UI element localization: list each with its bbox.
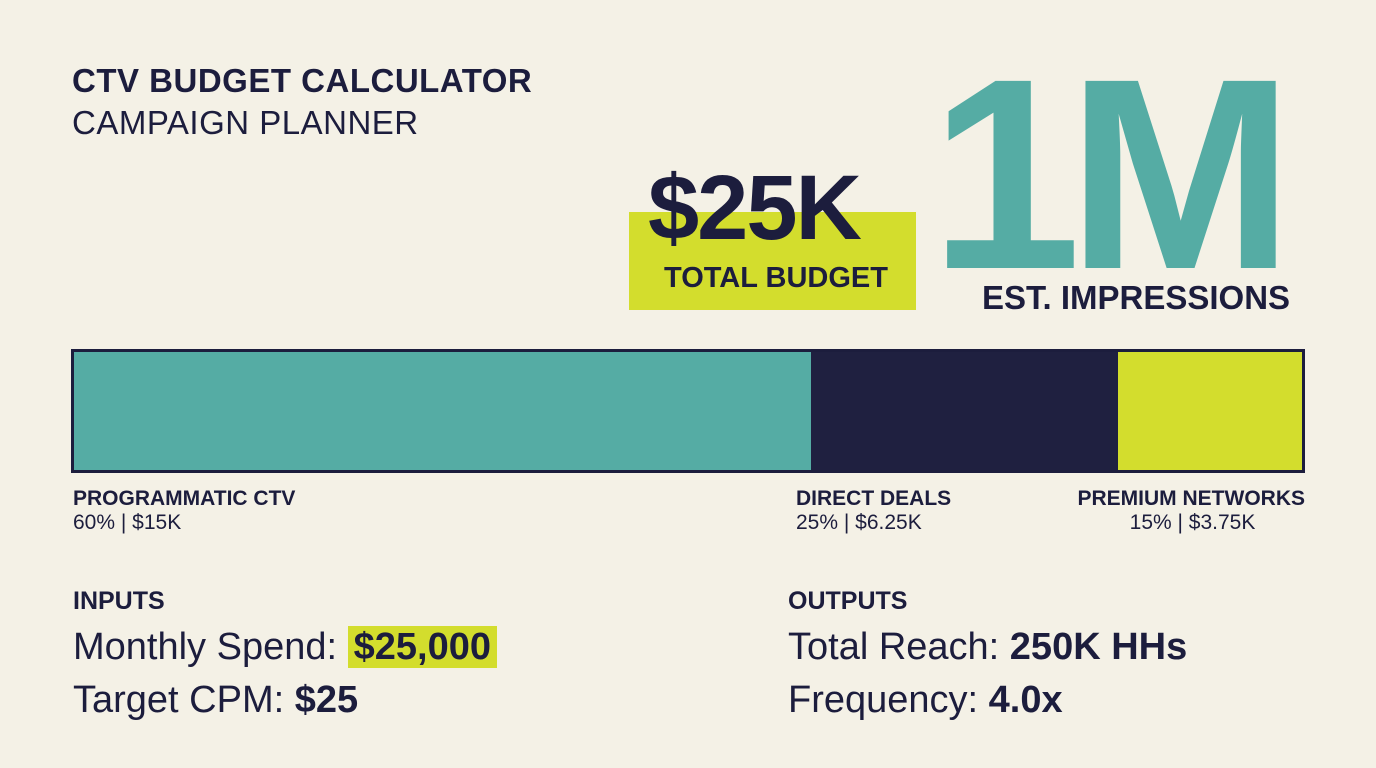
monthly-spend-row: Monthly Spend: $25,000 <box>73 626 497 669</box>
segment-detail: 15% | $3.75K <box>1129 511 1256 534</box>
segment-premium-networks <box>1117 352 1302 470</box>
page-title: CTV BUDGET CALCULATOR <box>72 62 533 99</box>
segment-name: PREMIUM NETWORKS <box>1077 487 1306 510</box>
segment-direct-deals <box>810 352 1118 470</box>
total-reach-label: Total Reach: <box>788 626 1000 668</box>
page-subtitle: CAMPAIGN PLANNER <box>72 104 419 141</box>
segment-detail: 60% | $15K <box>73 511 182 534</box>
budget-allocation-bar <box>71 349 1305 473</box>
target-cpm-row: Target CPM: $25 <box>73 679 358 722</box>
segment-detail: 25% | $6.25K <box>796 511 922 534</box>
segment-name: PROGRAMMATIC CTV <box>73 487 296 510</box>
total-reach-value: 250K HHs <box>1009 626 1188 668</box>
segment-programmatic-ctv <box>74 352 811 470</box>
target-cpm-value[interactable]: $25 <box>294 679 359 721</box>
inputs-heading: INPUTS <box>73 587 165 615</box>
monthly-spend-value[interactable]: $25,000 <box>347 626 497 668</box>
segment-label-premium-networks: PREMIUM NETWORKS 15% | $3.75K <box>1040 487 1306 535</box>
total-budget-label: TOTAL BUDGET <box>664 262 888 294</box>
segment-label-direct-deals: DIRECT DEALS 25% | $6.25K <box>796 487 951 535</box>
impressions-label: EST. IMPRESSIONS <box>982 279 1291 316</box>
budget-highlight-box <box>629 212 916 310</box>
total-budget-value: $25K <box>648 157 862 259</box>
frequency-label: Frequency: <box>788 679 979 721</box>
monthly-spend-label: Monthly Spend: <box>73 626 338 668</box>
impressions-value: 1M <box>930 22 1294 326</box>
frequency-value: 4.0x <box>988 679 1063 721</box>
target-cpm-label: Target CPM: <box>73 679 285 721</box>
outputs-heading: OUTPUTS <box>788 587 908 615</box>
total-reach-row: Total Reach: 250K HHs <box>788 626 1187 669</box>
segment-name: DIRECT DEALS <box>796 487 952 510</box>
frequency-row: Frequency: 4.0x <box>788 679 1063 722</box>
segment-label-programmatic-ctv: PROGRAMMATIC CTV 60% | $15K <box>73 487 295 535</box>
